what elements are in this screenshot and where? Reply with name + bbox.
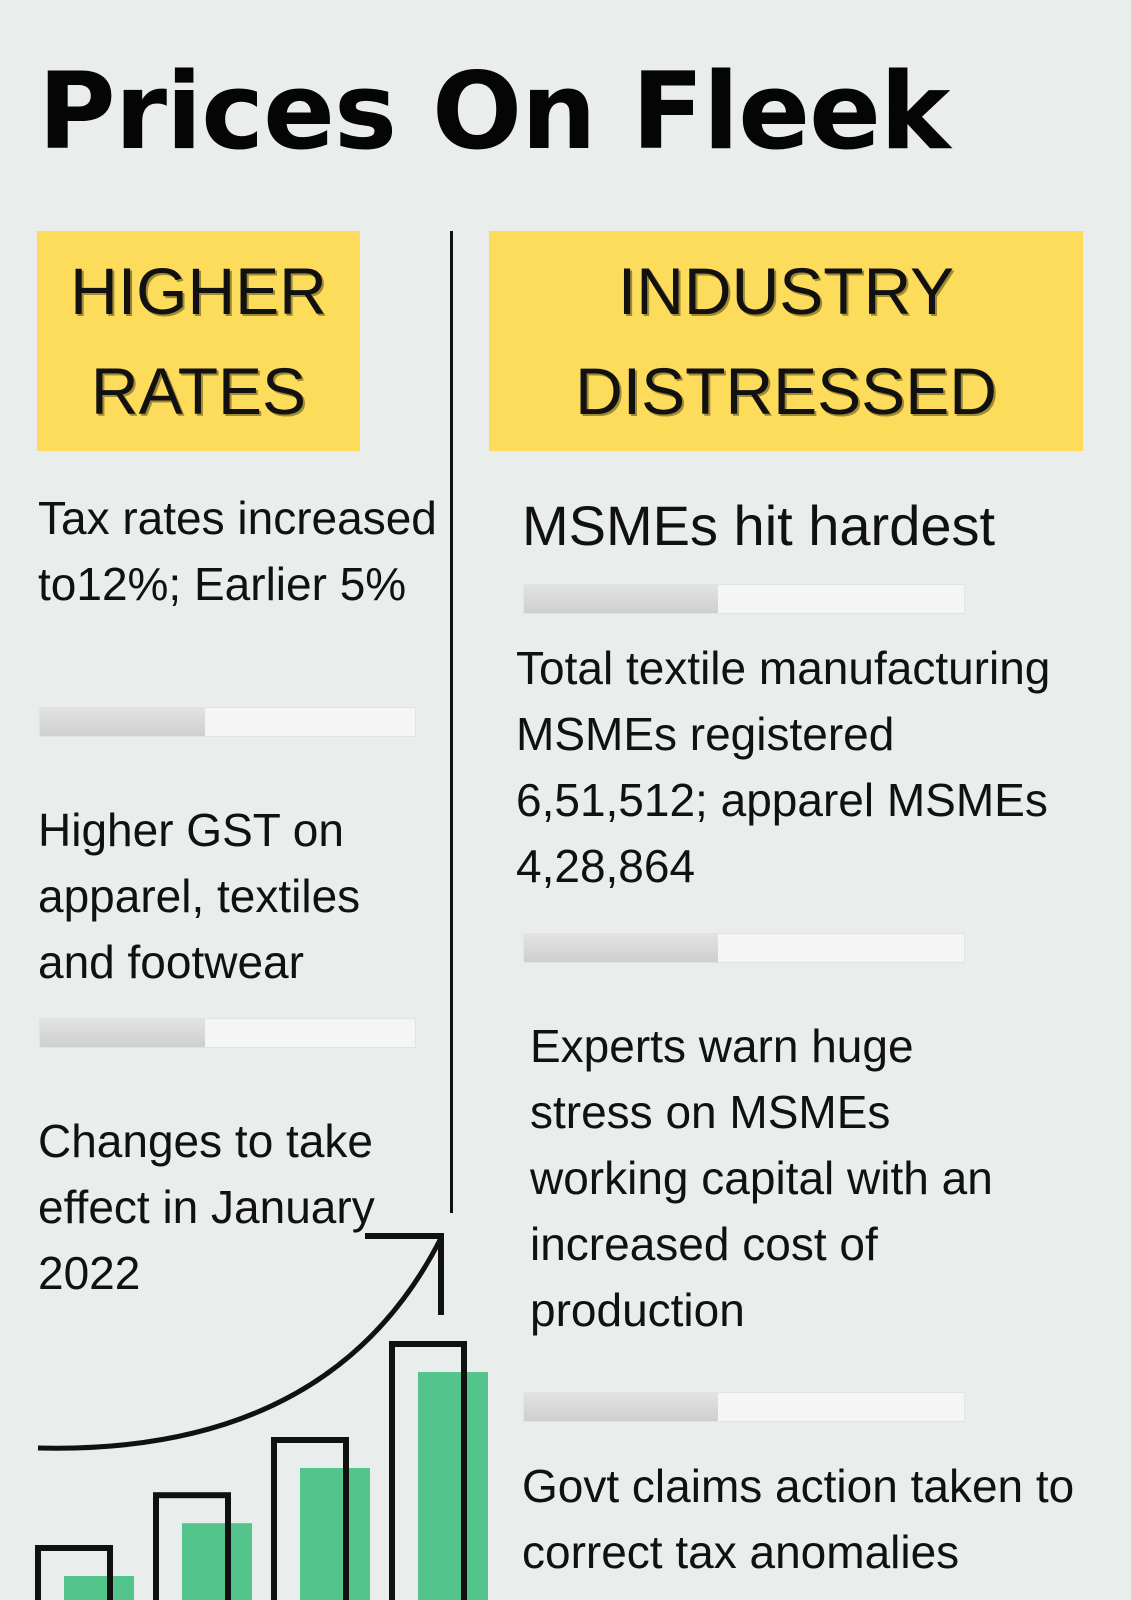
- illus-bar-fill: [64, 1576, 134, 1600]
- column-divider: [450, 231, 453, 1213]
- page-title: Prices On Fleek: [38, 50, 951, 173]
- progress-bar: [39, 707, 416, 737]
- experts-warn-text: Experts warn huge stress on MSMEs workin…: [530, 1020, 993, 1336]
- higher-gst-text: Higher GST on apparel, textiles and foot…: [38, 804, 361, 988]
- progress-bar: [523, 933, 965, 963]
- illus-bar-outline: [271, 1437, 349, 1600]
- growth-illustration: [35, 1233, 488, 1600]
- illus-bar-outline: [153, 1492, 231, 1600]
- industry-distressed-badge: INDUSTRY DISTRESSED: [489, 231, 1083, 451]
- tax-rate-text: Tax rates increased to12%; Earlier 5%: [38, 492, 437, 610]
- bar-chart-icon: [35, 1341, 488, 1600]
- progress-fill: [524, 1393, 718, 1421]
- illus-bar-fill: [182, 1523, 252, 1600]
- badge-line: RATES: [90, 354, 307, 428]
- badge-line: DISTRESSED: [575, 354, 997, 428]
- progress-bar: [39, 1018, 416, 1048]
- higher-rates-badge: HIGHER RATES: [37, 231, 360, 451]
- section-subheading: MSMEs hit hardest: [522, 494, 996, 557]
- illus-bar-fill: [418, 1372, 488, 1600]
- rising-arrow-icon: [37, 1233, 444, 1451]
- msme-count-text: Total textile manufacturing MSMEs regist…: [516, 642, 1051, 892]
- progress-fill: [40, 1019, 205, 1047]
- progress-fill: [524, 934, 718, 962]
- progress-bar: [523, 1392, 965, 1422]
- badge-line: INDUSTRY: [617, 254, 955, 328]
- illus-bar-fill: [300, 1468, 370, 1600]
- effective-date-text: Changes to take effect in January 2022: [38, 1115, 375, 1299]
- progress-fill: [40, 708, 205, 736]
- illus-bar-outline: [389, 1341, 467, 1600]
- govt-claims-text: Govt claims action taken to correct tax …: [522, 1460, 1075, 1578]
- progress-bar: [523, 584, 965, 614]
- illus-bar-outline: [35, 1545, 113, 1600]
- progress-fill: [524, 585, 718, 613]
- badge-line: HIGHER: [70, 254, 327, 328]
